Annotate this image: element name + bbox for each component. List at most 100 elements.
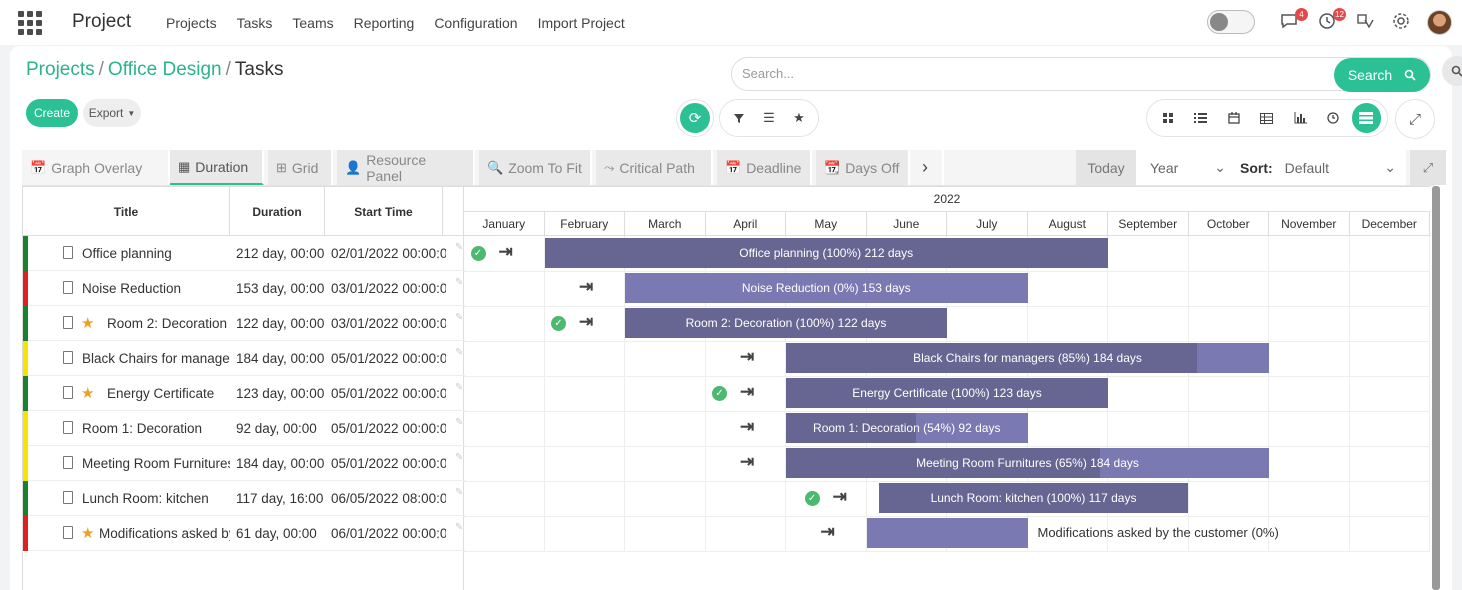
gantt-bar[interactable]: Room 2: Decoration (100%) 122 days	[625, 308, 947, 338]
graph-overlay-button[interactable]: 📅 Graph Overlay	[22, 150, 170, 185]
today-button[interactable]: Today	[1076, 150, 1136, 185]
scroll-to-bar-arrow-icon[interactable]: ⇥	[832, 487, 847, 506]
table-row[interactable]: Office planning 212 day, 00:00 02/01/2022 …	[23, 236, 465, 271]
gantt-bar-progress	[878, 483, 1189, 513]
star-icon[interactable]: ★	[81, 385, 95, 402]
search-panel-toggle-icon[interactable]	[1442, 56, 1462, 86]
duration-button[interactable]: ▦ Duration	[170, 150, 264, 185]
menu-reporting[interactable]: Reporting	[353, 15, 415, 31]
activities-badge: 12	[1333, 8, 1346, 21]
task-start-time: 03/01/2022 00:00:00	[331, 316, 446, 331]
language-icon[interactable]	[1356, 12, 1376, 32]
scroll-to-bar-arrow-icon[interactable]: ⇥	[740, 452, 755, 471]
activities-clock-icon[interactable]: 12	[1318, 8, 1346, 32]
star-icon[interactable]: ★	[81, 525, 95, 542]
grid-button[interactable]: ⊞ Grid	[268, 150, 333, 185]
table-row[interactable]: Black Chairs for managers 184 day, 00:00 0…	[23, 341, 465, 376]
table-row[interactable]: ★ Room 2: Decoration 122 day, 00:00 03/01/2…	[23, 306, 465, 341]
row-gridline	[464, 271, 1430, 272]
scroll-to-bar-arrow-icon[interactable]: ⇥	[579, 312, 594, 331]
menu-configuration[interactable]: Configuration	[434, 15, 518, 31]
table-row[interactable]: Lunch Room: kitchen 117 day, 16:00 06/05/2…	[23, 481, 465, 516]
table-row[interactable]: ★ Energy Certificate 123 day, 00:00 05/01/2…	[23, 376, 465, 411]
edit-pencil-icon[interactable]: ✎	[455, 242, 464, 253]
gantt-bar[interactable]: Meeting Room Furnitures (65%) 184 days	[786, 448, 1269, 478]
gantt-view-icon[interactable]	[1351, 103, 1381, 133]
star-icon[interactable]: ★	[81, 315, 95, 332]
scroll-to-bar-arrow-icon[interactable]: ⇥	[740, 382, 755, 401]
header-title[interactable]: Title	[23, 187, 230, 236]
menu-projects[interactable]: Projects	[166, 15, 217, 31]
sort-select[interactable]: Sort: Default ⌄	[1236, 150, 1406, 185]
export-button[interactable]: Export ▼	[83, 99, 141, 127]
favorites-star-icon[interactable]: ★	[793, 110, 805, 125]
edit-pencil-icon[interactable]: ✎	[455, 452, 464, 463]
scale-select[interactable]: Year ⌄	[1136, 150, 1236, 185]
resource-panel-button[interactable]: 👤 Resource Panel	[337, 150, 475, 185]
search-input[interactable]	[742, 66, 1322, 81]
header-start-time[interactable]: Start Time	[325, 187, 443, 236]
header-duration[interactable]: Duration	[230, 187, 325, 236]
edit-pencil-icon[interactable]: ✎	[455, 417, 464, 428]
breadcrumb-projects[interactable]: Projects	[26, 59, 95, 80]
apps-menu-icon[interactable]	[18, 11, 42, 35]
edit-pencil-icon[interactable]: ✎	[455, 277, 464, 288]
graph-view-icon[interactable]	[1286, 103, 1315, 133]
sort-label: Sort:	[1240, 159, 1273, 176]
task-start-time: 05/01/2022 00:00:00	[331, 351, 446, 366]
toolbar-next-chevron-icon[interactable]: ›	[914, 150, 944, 185]
pivot-view-icon[interactable]	[1252, 103, 1281, 133]
menu-tasks[interactable]: Tasks	[236, 15, 273, 31]
gantt-bar[interactable]: Office planning (100%) 212 days	[544, 238, 1108, 268]
scroll-to-bar-arrow-icon[interactable]: ⇥	[740, 347, 755, 366]
gantt-bar[interactable]: Energy Certificate (100%) 123 days	[786, 378, 1108, 408]
days-off-button[interactable]: 📆 Days Off	[816, 150, 910, 185]
kanban-view-icon[interactable]	[1153, 103, 1182, 133]
task-title: Office planning	[82, 246, 172, 261]
group-by-icon[interactable]: ☰	[763, 110, 775, 125]
table-row[interactable]: Meeting Room Furnitures 184 day, 00:00 05/…	[23, 446, 465, 481]
vertical-scrollbar[interactable]	[1432, 186, 1440, 590]
gantt-bar[interactable]: Room 1: Decoration (54%) 92 days	[786, 413, 1028, 443]
list-view-icon[interactable]	[1186, 103, 1215, 133]
task-start-time: 05/01/2022 00:00:00	[331, 456, 446, 471]
edit-pencil-icon[interactable]: ✎	[455, 382, 464, 393]
edit-pencil-icon[interactable]: ✎	[455, 487, 464, 498]
create-button[interactable]: Create	[26, 99, 78, 127]
settings-gear-icon[interactable]	[1392, 12, 1412, 32]
edit-pencil-icon[interactable]: ✎	[455, 522, 464, 533]
deadline-button[interactable]: 📅 Deadline	[717, 150, 812, 185]
month-header: January	[464, 212, 545, 236]
critical-path-button[interactable]: ⤳ Critical Path	[596, 150, 713, 185]
filter-icon[interactable]	[726, 103, 752, 133]
refresh-button[interactable]: ⟳	[676, 99, 714, 137]
person-icon: 👤	[345, 159, 362, 175]
scroll-to-bar-arrow-icon[interactable]: ⇥	[498, 242, 513, 261]
document-icon	[63, 316, 73, 329]
zoom-to-fit-button[interactable]: 🔍 Zoom To Fit	[479, 150, 592, 185]
maximize-gantt-icon[interactable]: ⤢	[1410, 150, 1446, 185]
month-header: April	[705, 212, 786, 236]
table-row[interactable]: Noise Reduction 153 day, 00:00 03/01/2022 …	[23, 271, 465, 306]
breadcrumb-project[interactable]: Office Design	[107, 59, 222, 80]
edit-pencil-icon[interactable]: ✎	[455, 312, 464, 323]
scroll-to-bar-arrow-icon[interactable]: ⇥	[579, 277, 594, 296]
gantt-bar[interactable]: Black Chairs for managers (85%) 184 days	[786, 343, 1269, 373]
gantt-bar[interactable]	[866, 518, 1028, 548]
calendar-view-icon[interactable]	[1219, 103, 1248, 133]
theme-toggle[interactable]	[1207, 10, 1255, 34]
activity-view-icon[interactable]	[1319, 103, 1348, 133]
search-button[interactable]: Search	[1334, 58, 1430, 92]
scroll-to-bar-arrow-icon[interactable]: ⇥	[820, 522, 835, 541]
menu-teams[interactable]: Teams	[292, 15, 334, 31]
scroll-to-bar-arrow-icon[interactable]: ⇥	[740, 417, 755, 436]
table-row[interactable]: ★ Modifications asked by the customer 61 d…	[23, 516, 465, 551]
user-avatar[interactable]	[1427, 10, 1452, 35]
menu-import-project[interactable]: Import Project	[537, 15, 625, 31]
gantt-bar[interactable]: Noise Reduction (0%) 153 days	[625, 273, 1028, 303]
gantt-bar[interactable]: Lunch Room: kitchen (100%) 117 days	[878, 483, 1189, 513]
messages-icon[interactable]: 4	[1280, 8, 1308, 32]
fullscreen-icon[interactable]: ⤢	[1395, 99, 1435, 139]
table-row[interactable]: Room 1: Decoration 92 day, 00:00 05/01/202…	[23, 411, 465, 446]
edit-pencil-icon[interactable]: ✎	[455, 347, 464, 358]
